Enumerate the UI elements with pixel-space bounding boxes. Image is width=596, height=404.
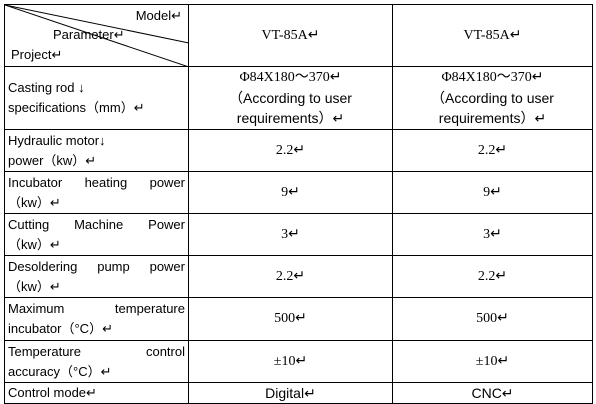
label-line: Incubator heating power	[8, 174, 185, 190]
table-row: Desoldering pump power （kw）↵ 2.2↵ 2.2↵	[4, 255, 593, 298]
row-label: Cutting Machine Power （kw）↵	[4, 213, 189, 256]
value-cell: CNC↵	[392, 382, 593, 404]
column-header: VT-85A↵	[188, 4, 393, 67]
value-line: CNC↵	[471, 385, 514, 401]
value-line: Φ84X180～370↵	[441, 70, 544, 85]
value-cell: ±10↵	[188, 340, 393, 383]
table-row: Casting rod ↓ specifications（mm）↵ Φ84X180～…	[4, 66, 593, 130]
value-cell: Φ84X180～370↵ （According to user requiremen…	[392, 66, 593, 130]
label-line: Casting rod ↓	[8, 80, 85, 95]
value-line: requirements）↵	[438, 110, 547, 126]
label-line: （kw）↵	[8, 194, 61, 210]
value-cell: 2.2↵	[188, 129, 393, 172]
value-line: 3↵	[483, 226, 502, 242]
table-row: Cutting Machine Power （kw）↵ 3↵ 3↵	[4, 213, 593, 256]
value-cell: 2.2↵	[188, 255, 393, 298]
value-line: 2.2↵	[275, 268, 306, 284]
table-row: Control mode↵ Digital↵ CNC↵	[4, 382, 593, 404]
value-line: 3↵	[281, 226, 300, 242]
label-line: Temperature control	[8, 343, 185, 359]
label-line: Maximum temperature	[8, 301, 185, 316]
value-line: 500↵	[274, 311, 307, 326]
value-cell: 9↵	[188, 171, 393, 214]
value-cell: 3↵	[188, 213, 393, 256]
value-line: 2.2↵	[477, 142, 508, 158]
value-line: （According to user	[229, 90, 352, 106]
row-label: Temperature control accuracy（°C）↵	[4, 340, 189, 383]
table-row: Temperature control accuracy（°C）↵ ±10↵ ±10↵	[4, 340, 593, 383]
value-line: Digital↵	[265, 385, 316, 401]
value-line: 500↵	[476, 311, 509, 326]
label-line: （kw）↵	[8, 236, 61, 252]
table-row: Maximum temperature incubator（°C）↵ 500↵ 500…	[4, 297, 593, 341]
value-line: 9↵	[281, 184, 300, 200]
value-line: 2.2↵	[477, 268, 508, 284]
row-label: Casting rod ↓ specifications（mm）↵	[4, 66, 189, 130]
row-label: Desoldering pump power （kw）↵	[4, 255, 189, 298]
table-row: Hydraulic motor↓ power（kw）↵ 2.2↵ 2.2↵	[4, 129, 593, 172]
value-cell: 3↵	[392, 213, 593, 256]
row-label: Hydraulic motor↓ power（kw）↵	[4, 129, 189, 172]
value-cell: 2.2↵	[392, 255, 593, 298]
label-line: Desoldering pump power	[8, 258, 185, 274]
label-line: Hydraulic motor↓	[8, 132, 106, 148]
value-line: （According to user	[431, 90, 554, 106]
label-line: specifications（mm）↵	[8, 100, 145, 115]
column-header: VT-85A↵	[392, 4, 593, 67]
value-cell: ±10↵	[392, 340, 593, 383]
row-label: Control mode↵	[4, 382, 189, 404]
row-label: Maximum temperature incubator（°C）↵	[4, 297, 189, 341]
diagonal-lines	[5, 5, 189, 67]
label-line: power（kw）↵	[8, 152, 97, 168]
header-row: Model↵ Parameter↵ Project↵ VT-85A↵ VT-85…	[4, 4, 593, 67]
label-line: Cutting Machine Power	[8, 216, 185, 232]
value-cell: 2.2↵	[392, 129, 593, 172]
value-line: requirements）↵	[236, 110, 345, 126]
label-line: Control mode↵	[8, 385, 97, 400]
label-line: （kw）↵	[8, 278, 61, 294]
value-cell: 500↵	[392, 297, 593, 341]
value-cell: 500↵	[188, 297, 393, 341]
value-line: 2.2↵	[275, 142, 306, 158]
value-line: Φ84X180～370↵	[239, 70, 342, 85]
value-line: 9↵	[483, 184, 502, 200]
value-line: ±10↵	[475, 353, 510, 369]
spec-table: Model↵ Parameter↵ Project↵ VT-85A↵ VT-85…	[4, 4, 593, 404]
project-label: Project↵	[11, 47, 63, 62]
label-line: accuracy（°C）↵	[8, 363, 112, 379]
label-line: incubator（°C）↵	[8, 321, 113, 336]
value-cell: Φ84X180～370↵ （According to user requiremen…	[188, 66, 393, 130]
value-line: ±10↵	[273, 353, 308, 369]
table-row: Incubator heating power （kw）↵ 9↵ 9↵	[4, 171, 593, 214]
value-cell: 9↵	[392, 171, 593, 214]
value-cell: Digital↵	[188, 382, 393, 404]
row-label: Incubator heating power （kw）↵	[4, 171, 189, 214]
corner-cell: Model↵ Parameter↵ Project↵	[4, 4, 189, 67]
parameter-label: Parameter↵	[53, 27, 125, 42]
model-label: Model↵	[135, 8, 182, 23]
